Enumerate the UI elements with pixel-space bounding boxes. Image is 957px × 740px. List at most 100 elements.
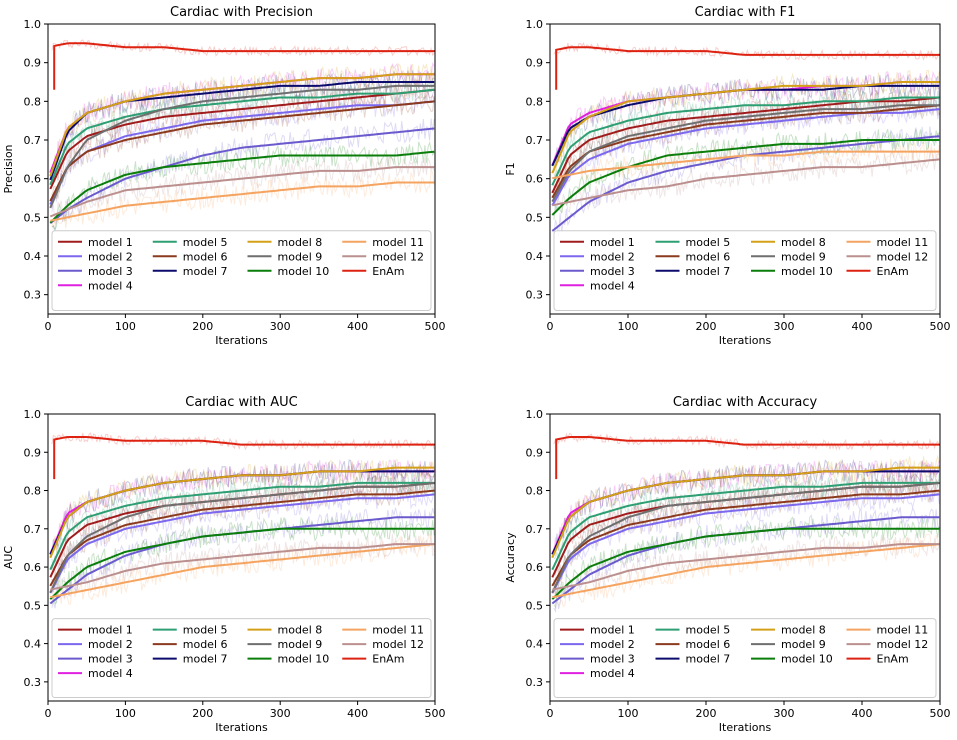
axes-frame <box>47 413 436 702</box>
y-tick-label: 0.7 <box>526 523 544 536</box>
series-raw-model-8 <box>553 454 940 557</box>
legend-label: model 11 <box>877 236 929 249</box>
legend-label: model 9 <box>278 638 323 651</box>
series-line-model-2 <box>49 100 435 205</box>
series-line-enam <box>555 46 940 90</box>
y-tick-label: 0.4 <box>526 638 544 651</box>
legend-label: model 3 <box>88 265 133 278</box>
legend-label: model 6 <box>183 250 228 263</box>
y-tick-label: 0.6 <box>526 173 544 186</box>
series-raw-model-10 <box>51 141 435 231</box>
y-tick-label: 0.3 <box>24 676 42 689</box>
series-raw-model-2 <box>553 98 940 213</box>
series-line-model-11 <box>50 181 435 222</box>
legend-label: model 12 <box>372 638 424 651</box>
legend-label: model 1 <box>88 624 133 637</box>
legend-label: model 9 <box>781 638 826 651</box>
series-line-enam <box>53 436 435 480</box>
series-group <box>551 41 940 237</box>
series-raw-model-12 <box>553 148 940 214</box>
series-line-model-8 <box>49 73 435 177</box>
series-raw-model-7 <box>553 73 940 166</box>
y-tick-label: 0.7 <box>24 523 42 536</box>
legend-label: EnAm <box>372 265 404 278</box>
y-tick-label: 0.5 <box>24 599 42 612</box>
series-line-model-2 <box>49 493 435 594</box>
x-axis-label: Iterations <box>215 334 268 347</box>
y-tick-label: 0.9 <box>24 446 42 459</box>
series-group <box>49 432 435 609</box>
series-raw-model-10 <box>553 128 940 220</box>
x-axis-label: Iterations <box>719 721 772 734</box>
legend-label: model 5 <box>686 236 731 249</box>
legend-label: model 3 <box>88 653 133 666</box>
y-tick-label: 1.0 <box>526 18 544 31</box>
axes-frame <box>549 23 941 315</box>
y-tick-label: 0.9 <box>24 57 42 70</box>
legend-label: model 10 <box>278 265 330 278</box>
series-line-enam <box>555 436 940 480</box>
series-raw-enam <box>553 41 940 61</box>
x-tick-label: 500 <box>425 707 446 720</box>
legend-label: model 4 <box>88 279 133 292</box>
y-tick-label: 0.4 <box>24 638 42 651</box>
legend-label: model 5 <box>183 236 228 249</box>
y-axis-label: Precision <box>2 144 15 193</box>
y-tick-label: 0.6 <box>24 561 42 574</box>
legend-label: model 9 <box>278 250 323 263</box>
series-raw-model-9 <box>553 474 940 595</box>
legend-label: model 7 <box>686 265 731 278</box>
subplot-title: Cardiac with AUC <box>185 395 297 410</box>
legend-box <box>553 230 937 312</box>
y-tick-label: 0.9 <box>526 57 544 70</box>
series-line-model-11 <box>552 150 940 180</box>
series-raw-model-4 <box>553 459 940 550</box>
series-line-model-1 <box>551 96 940 194</box>
legend-label: model 2 <box>88 638 133 651</box>
series-line-model-5 <box>49 88 435 186</box>
subplot-title: Cardiac with F1 <box>695 5 796 20</box>
legend-label: model 3 <box>590 653 635 666</box>
legend-label: model 3 <box>590 265 635 278</box>
series-line-model-3 <box>49 127 435 224</box>
x-tick-label: 300 <box>774 707 795 720</box>
legend-box <box>553 618 937 699</box>
x-tick-label: 200 <box>192 320 213 333</box>
x-tick-label: 100 <box>115 707 136 720</box>
series-group <box>49 39 435 231</box>
series-line-model-11 <box>552 543 940 599</box>
subplot-f1: Cardiac with F1 Iterations F1 0 100 200 300… <box>504 5 951 347</box>
series-raw-model-4 <box>51 458 435 553</box>
legend-label: EnAm <box>877 265 909 278</box>
legend-label: model 4 <box>590 279 635 292</box>
y-tick-label: 1.0 <box>526 408 544 421</box>
x-tick-label: 0 <box>547 707 554 720</box>
x-axis-label: Iterations <box>719 334 772 347</box>
legend-label: model 4 <box>88 667 133 680</box>
series-raw-model-1 <box>51 471 435 570</box>
x-tick-label: 100 <box>618 707 639 720</box>
series-line-model-12 <box>552 543 940 591</box>
subplot-title: Cardiac with Precision <box>170 5 313 20</box>
y-tick-label: 0.8 <box>526 95 544 108</box>
series-line-model-1 <box>49 88 435 190</box>
y-tick-label: 0.7 <box>526 134 544 147</box>
x-tick-label: 400 <box>347 707 368 720</box>
y-axis-label: F1 <box>504 162 517 175</box>
x-tick-label: 400 <box>347 320 368 333</box>
legend-label: model 4 <box>590 667 635 680</box>
x-tick-label: 400 <box>852 320 873 333</box>
legend-label: model 8 <box>781 236 826 249</box>
series-line-model-10 <box>551 139 940 216</box>
legend-label: model 2 <box>590 638 635 651</box>
series-raw-model-12 <box>553 532 940 597</box>
x-axis-label: Iterations <box>215 721 268 734</box>
series-line-model-8 <box>551 81 940 174</box>
series-line-model-10 <box>49 527 435 600</box>
y-tick-label: 0.8 <box>526 485 544 498</box>
legend-label: model 8 <box>278 624 323 637</box>
legend-label: model 1 <box>590 624 635 637</box>
legend-label: model 5 <box>183 624 228 637</box>
x-tick-label: 100 <box>618 320 639 333</box>
